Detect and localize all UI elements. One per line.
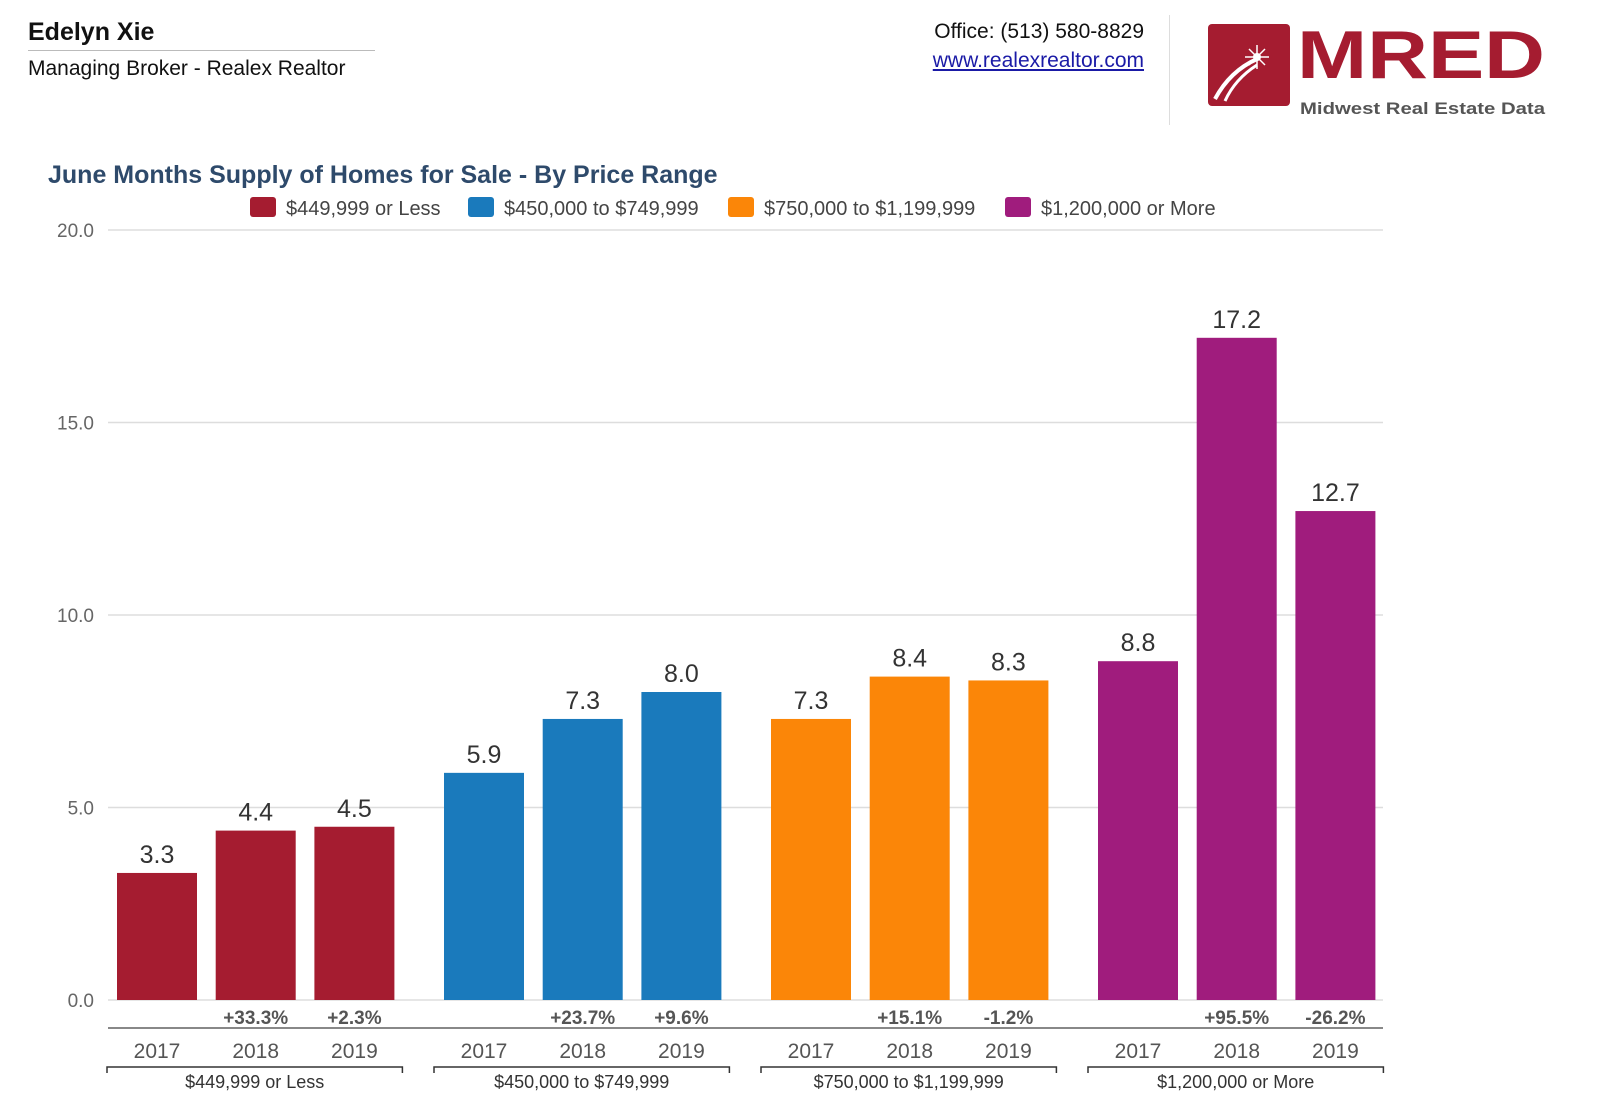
legend-swatch [250,197,276,217]
x-tick-label: 2017 [134,1040,181,1063]
bar [771,718,851,1000]
x-tick-label: 2018 [1213,1040,1260,1063]
mred-logo: MRED Midwest Real Estate Data [1205,17,1550,125]
data-label: 8.3 [991,648,1026,676]
agent-role: Managing Broker - Realex Realtor [28,57,346,80]
change-label: -26.2% [1305,1008,1365,1029]
legend: $449,999 or Less $450,000 to $749,999 $750… [250,197,1216,220]
data-label: 8.4 [892,645,927,673]
data-label: 3.3 [140,841,175,869]
data-label: 7.3 [565,687,600,715]
legend-label: $450,000 to $749,999 [504,198,699,220]
bar [1098,661,1178,1000]
x-tick-label: 2019 [331,1040,378,1063]
change-label: +23.7% [550,1008,615,1029]
x-tick-label: 2019 [1312,1040,1359,1063]
data-label: 17.2 [1212,306,1261,334]
y-tick-label: 10.0 [57,606,94,627]
group-bracket [433,1066,731,1073]
change-label: +95.5% [1204,1008,1269,1029]
legend-swatch [728,197,754,217]
y-tick-label: 20.0 [57,221,94,242]
bar [641,692,722,1000]
change-label: +9.6% [654,1008,709,1029]
bar [1295,511,1376,1000]
group-bracket [1087,1066,1385,1073]
data-label: 4.4 [238,799,273,827]
logo-wordmark: MRED [1297,18,1545,93]
change-label: -1.2% [984,1008,1034,1029]
bar [314,826,395,1000]
bar [542,718,623,1000]
legend-label: $1,200,000 or More [1041,198,1216,220]
legend-swatch [1005,197,1031,217]
group-label: $450,000 to $749,999 [494,1072,669,1092]
bar [215,830,296,1000]
x-tick-label: 2018 [886,1040,933,1063]
change-label: +15.1% [877,1008,942,1029]
data-label: 5.9 [467,741,502,769]
x-tick-label: 2019 [658,1040,705,1063]
website-link[interactable]: www.realexrealtor.com [932,49,1144,72]
x-tick-label: 2017 [461,1040,508,1063]
data-label: 8.8 [1121,629,1156,657]
group-bracket [760,1066,1058,1073]
group-bracket [106,1066,404,1073]
logo-subtitle: Midwest Real Estate Data [1300,99,1546,118]
group-label: $1,200,000 or More [1157,1072,1314,1092]
y-tick-label: 0.0 [68,991,94,1012]
group-label: $449,999 or Less [185,1072,324,1092]
group-label: $750,000 to $1,199,999 [814,1072,1004,1092]
legend-label: $449,999 or Less [286,198,441,220]
bar [1196,337,1277,1000]
bars: 3.3 4.4 4.5 5.9 7.3 8.0 7.3 8.4 8.3 8.8 17.2 12.7 [117,306,1376,1000]
bar [968,680,1049,1000]
x-tick-label: 2018 [232,1040,279,1063]
data-label: 4.5 [337,795,372,823]
divider [28,50,375,51]
data-label: 7.3 [794,687,829,715]
x-tick-label: 2017 [1115,1040,1162,1063]
legend-swatch [468,197,494,217]
x-axis: 2017+33.3%2018+2.3%2019$449,999 or Less2… [106,1008,1385,1092]
data-label: 8.0 [664,660,699,688]
divider [1169,15,1170,125]
legend-label: $750,000 to $1,199,999 [764,198,975,220]
agent-name: Edelyn Xie [28,18,155,46]
change-label: +33.3% [223,1008,288,1029]
change-label: +2.3% [327,1008,382,1029]
x-tick-label: 2019 [985,1040,1032,1063]
x-tick-label: 2017 [788,1040,835,1063]
bar [444,772,524,1000]
y-tick-label: 5.0 [68,799,94,820]
y-tick-label: 15.0 [57,414,94,435]
office-phone: Office: (513) 580-8829 [934,20,1144,43]
bar [869,676,950,1000]
x-tick-label: 2018 [559,1040,606,1063]
data-label: 12.7 [1311,479,1360,507]
bar [117,872,197,1000]
chart-title: June Months Supply of Homes for Sale - B… [48,161,718,189]
